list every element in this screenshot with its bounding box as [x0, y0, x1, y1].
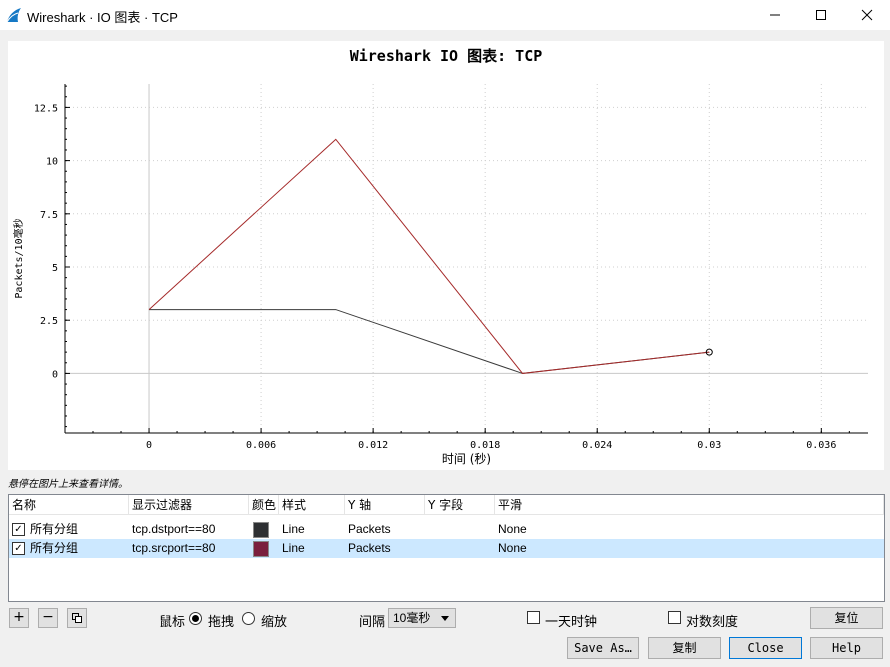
graph-table[interactable]: 名称 显示过滤器 颜色 样式 Y 轴 Y 字段 平滑 ✓ 所有分组 tcp.ds…: [8, 494, 885, 602]
close-window-button[interactable]: [844, 0, 890, 30]
column-header-color[interactable]: 颜色: [249, 495, 279, 515]
graph-y-axis[interactable]: Packets: [348, 541, 391, 555]
y-tick-label: 2.5: [40, 316, 58, 327]
interval-value: 10毫秒: [393, 611, 431, 625]
y-tick-label: 10: [46, 157, 58, 168]
graph-smoothing[interactable]: None: [498, 522, 527, 536]
minimize-button[interactable]: [752, 0, 798, 30]
column-header-display-filter[interactable]: 显示过滤器: [129, 495, 249, 515]
y-tick-label: 0: [52, 369, 58, 380]
selected-point-marker: [705, 348, 713, 356]
y-tick-label: 12.5: [34, 103, 58, 114]
zoom-label[interactable]: 缩放: [261, 614, 288, 629]
graph-name: 所有分组: [30, 522, 79, 536]
close-icon: [861, 9, 873, 21]
y-tick-label: 7.5: [40, 210, 58, 221]
graph-y-axis[interactable]: Packets: [348, 522, 391, 536]
interval-select[interactable]: 10毫秒: [388, 608, 456, 628]
x-tick-label: 0.018: [470, 440, 500, 451]
copy-graph-button[interactable]: [67, 608, 87, 628]
table-row[interactable]: ✓ 所有分组 tcp.dstport==80 Line Packets None: [9, 520, 884, 539]
x-axis-label: 时间 (秒): [442, 452, 491, 466]
graph-name: 所有分组: [30, 541, 79, 555]
close-button[interactable]: Close: [729, 637, 802, 659]
save-as-button[interactable]: Save As…: [567, 637, 639, 659]
wireshark-fin-icon: [6, 8, 21, 23]
x-tick-label: 0.036: [806, 440, 836, 451]
minimize-icon: [770, 14, 780, 16]
minus-icon: −: [42, 609, 54, 625]
x-tick-label: 0.024: [582, 440, 612, 451]
column-header-name[interactable]: 名称: [9, 495, 129, 515]
column-header-style[interactable]: 样式: [279, 495, 345, 515]
maximize-icon: [816, 10, 826, 20]
add-graph-button[interactable]: +: [9, 608, 29, 628]
help-button[interactable]: Help: [810, 637, 883, 659]
plus-icon: +: [13, 609, 25, 625]
graph-color-swatch[interactable]: [253, 541, 269, 557]
io-graph-chart[interactable]: Wireshark IO 图表: TCP 0 0.006 0.012 0.018 0.02…: [8, 41, 884, 470]
y-axis-label: Packets/10毫秒: [12, 218, 25, 298]
y-tick-label: 5: [52, 263, 58, 274]
row-enabled-checkbox[interactable]: ✓: [12, 523, 25, 536]
log-scale-label[interactable]: 对数刻度: [686, 614, 739, 629]
drag-radio[interactable]: [189, 612, 202, 625]
column-header-smoothing[interactable]: 平滑: [495, 495, 884, 515]
io-graph-plot[interactable]: Wireshark IO 图表: TCP 0 0.006 0.012 0.018 0.02…: [8, 41, 884, 470]
drag-label[interactable]: 拖拽: [208, 614, 235, 629]
column-header-y-field[interactable]: Y 字段: [425, 495, 495, 515]
x-tick-label: 0.012: [358, 440, 388, 451]
x-tick-label: 0.006: [246, 440, 276, 451]
graph-style[interactable]: Line: [282, 541, 305, 555]
time-of-day-label[interactable]: 一天时钟: [545, 614, 598, 629]
chart-title: Wireshark IO 图表: TCP: [350, 47, 543, 65]
series-line-2: [148, 138, 710, 374]
graph-filter[interactable]: tcp.srcport==80: [132, 541, 216, 555]
table-row[interactable]: ✓ 所有分组 tcp.srcport==80 Line Packets None: [9, 539, 884, 558]
row-enabled-checkbox[interactable]: ✓: [12, 542, 25, 555]
x-tick-label: 0: [146, 440, 152, 451]
hover-hint: 悬停在图片上来查看详情。: [8, 479, 128, 490]
window-title: Wireshark · IO 图表 · TCP: [27, 10, 178, 25]
time-of-day-checkbox[interactable]: [527, 611, 540, 624]
chevron-down-icon: [441, 616, 449, 621]
title-bar: Wireshark · IO 图表 · TCP: [0, 0, 890, 30]
reset-button[interactable]: 复位: [810, 607, 883, 629]
graph-style[interactable]: Line: [282, 522, 305, 536]
zoom-radio[interactable]: [242, 612, 255, 625]
copy-button[interactable]: 复制: [648, 637, 721, 659]
interval-label: 间隔: [359, 614, 386, 629]
graph-color-swatch[interactable]: [253, 522, 269, 538]
mouse-mode-label: 鼠标: [159, 614, 186, 629]
maximize-button[interactable]: [798, 0, 844, 30]
graph-filter[interactable]: tcp.dstport==80: [132, 522, 216, 536]
remove-graph-button[interactable]: −: [38, 608, 58, 628]
log-scale-checkbox[interactable]: [668, 611, 681, 624]
duplicate-icon: [72, 613, 82, 623]
x-tick-label: 0.03: [697, 440, 721, 451]
graph-smoothing[interactable]: None: [498, 541, 527, 555]
series-line-1: [149, 309, 710, 374]
column-header-y-axis[interactable]: Y 轴: [345, 495, 425, 515]
